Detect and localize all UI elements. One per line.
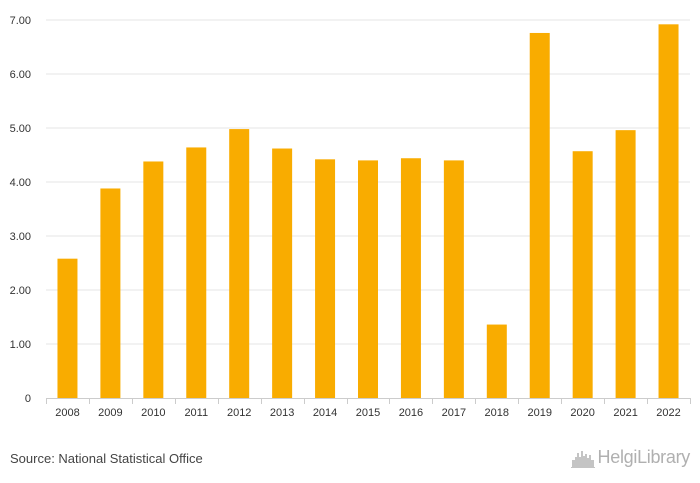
bar-2022[interactable] <box>658 24 679 398</box>
x-tick-label: 2021 <box>613 407 637 419</box>
bar-2014[interactable] <box>315 159 336 398</box>
x-tick-label: 2016 <box>399 407 423 419</box>
logo-text: HelgiLibrary <box>597 447 691 467</box>
x-tick-label: 2014 <box>313 407 337 419</box>
x-tick-label: 2019 <box>527 407 551 419</box>
y-tick-label: 2.00 <box>10 285 31 297</box>
city-skyline-icon <box>570 450 595 468</box>
y-tick-label: 0 <box>25 393 31 405</box>
x-tick-label: 2008 <box>55 407 79 419</box>
y-tick-label: 6.00 <box>10 69 31 81</box>
bar-2010[interactable] <box>143 161 164 398</box>
y-tick-label: 4.00 <box>10 177 31 189</box>
y-tick-label: 1.00 <box>10 339 31 351</box>
bars <box>57 24 679 399</box>
bar-2020[interactable] <box>572 151 593 398</box>
bar-2021[interactable] <box>615 130 636 398</box>
x-tick-label: 2012 <box>227 407 251 419</box>
x-tick-label: 2017 <box>442 407 466 419</box>
bar-2018[interactable] <box>486 324 507 398</box>
y-tick-label: 3.00 <box>10 231 31 243</box>
x-tick-label: 2010 <box>141 407 165 419</box>
x-tick-label: 2011 <box>184 407 208 419</box>
x-axis-tick-labels: 2008 2009 2010 2011 2012 2013 2014 2015 2016 2017… <box>55 407 681 419</box>
bar-2013[interactable] <box>272 148 293 398</box>
x-tick-label: 2009 <box>98 407 122 419</box>
bar-2019[interactable] <box>529 32 550 399</box>
helgilibrary-logo[interactable]: HelgiLibrary <box>570 447 691 468</box>
x-tick-label: 2018 <box>485 407 509 419</box>
bar-2012[interactable] <box>229 129 250 398</box>
bar-2015[interactable] <box>358 160 378 398</box>
x-axis <box>46 398 691 404</box>
bar-2009[interactable] <box>100 188 121 398</box>
source-note: Source: National Statistical Office <box>10 451 203 466</box>
y-tick-label: 7.00 <box>10 15 31 27</box>
y-tick-label: 5.00 <box>10 123 31 135</box>
x-tick-label: 2022 <box>656 407 680 419</box>
chart-footer: Source: National Statistical Office Helg… <box>0 438 700 483</box>
bar-2011[interactable] <box>186 147 207 398</box>
y-axis-tick-labels: 0 1.00 2.00 3.00 4.00 5.00 6.00 7.00 <box>10 15 31 405</box>
x-tick-label: 2020 <box>570 407 594 419</box>
bar-2017[interactable] <box>443 160 464 398</box>
bar-2016[interactable] <box>400 158 421 398</box>
x-tick-label: 2015 <box>356 407 380 419</box>
x-tick-label: 2013 <box>270 407 294 419</box>
bar-chart: 01.002.003.004.005.006.007.00 2008 2009 20… <box>10 15 691 419</box>
bar-2008[interactable] <box>57 258 78 398</box>
